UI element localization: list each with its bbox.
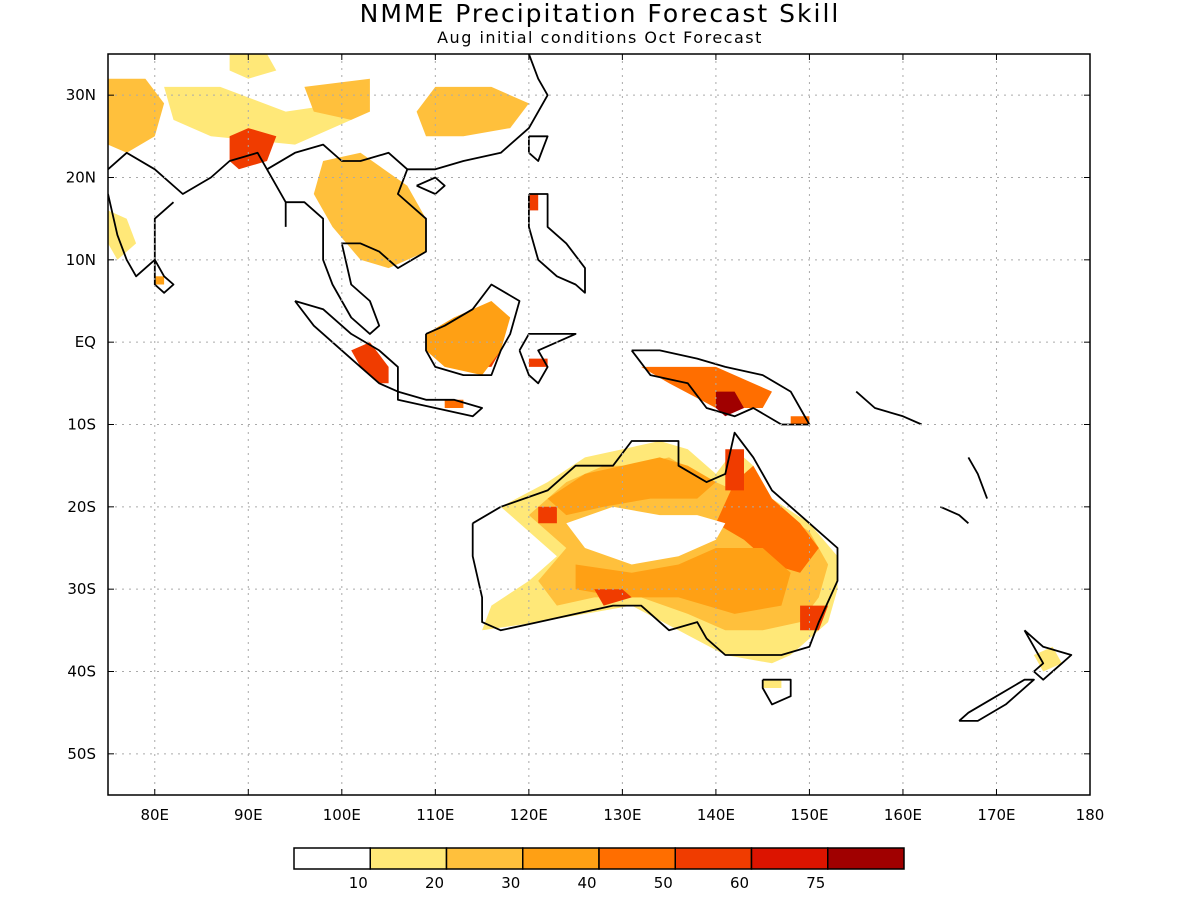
coastline-philippines <box>528 193 586 294</box>
skill-region-china-e <box>416 86 529 137</box>
lat-tick-label: EQ <box>75 333 96 351</box>
skill-region-india-s <box>108 210 137 260</box>
coastline-nz-south <box>958 678 1035 722</box>
colorbar-label: 60 <box>730 874 749 892</box>
coastline-india-west <box>108 193 175 278</box>
colorbar-label: 10 <box>349 874 368 892</box>
axis-ticks-layer: 30N 20N 10N EQ 10S 20S 30S 40S 50S 80E 90E 100E 110E… <box>66 54 1105 824</box>
colorbar-swatch <box>445 847 524 870</box>
skill-region-sulawesi <box>528 358 548 367</box>
colorbar-swatch <box>293 847 371 870</box>
skill-region-tibet-n <box>229 54 277 79</box>
coastline-nz-north <box>1023 629 1073 681</box>
grid-layer <box>108 54 1090 795</box>
skill-region-aus-gap <box>566 506 726 565</box>
coastline-sulawesi <box>518 332 577 385</box>
coastline-solomon <box>855 390 923 426</box>
skill-region-india-nw-outer <box>108 78 165 153</box>
skill-region-png-w <box>641 366 772 408</box>
skill-region-aus-central-band <box>575 548 791 614</box>
lat-tick-label: 40S <box>67 663 96 681</box>
skill-region-aus-se-core <box>800 605 829 631</box>
colorbar-label: 30 <box>501 874 520 892</box>
lon-tick-label: 180 <box>1076 806 1105 824</box>
colorbar-swatch <box>522 847 600 870</box>
skill-region-sri-lanka <box>154 276 165 285</box>
skill-shading-layer <box>108 54 1062 688</box>
colorbar-swatch <box>369 847 448 870</box>
skill-region-png-east <box>790 416 810 425</box>
skill-region-png-core <box>715 391 744 417</box>
coastline-tasmania <box>761 678 792 706</box>
lat-tick-label: 30N <box>66 86 96 104</box>
skill-region-bangladesh <box>229 128 277 170</box>
coastline-layer <box>108 54 1073 722</box>
lon-tick-label: 90E <box>234 806 263 824</box>
skill-region-aus-nw-core <box>538 506 557 524</box>
skill-region-himalaya <box>164 86 352 145</box>
coastline-australia <box>471 431 839 656</box>
lat-tick-label: 10S <box>67 416 96 434</box>
lon-tick-label: 110E <box>416 806 454 824</box>
coastline-vanuatu <box>967 456 988 499</box>
skill-region-philippines <box>528 194 539 211</box>
lon-tick-label: 150E <box>790 806 828 824</box>
map-title: NMME Precipitation Forecast Skill <box>359 0 841 28</box>
skill-region-borneo-outer <box>426 301 511 376</box>
lat-tick-label: 20N <box>66 169 96 187</box>
skill-region-tasmania <box>762 679 782 688</box>
colorbar-label: 20 <box>425 874 444 892</box>
lat-tick-label: 20S <box>67 498 96 516</box>
coastline-taiwan <box>528 135 549 162</box>
lat-tick-label: 50S <box>67 745 96 763</box>
lon-tick-label: 160E <box>884 806 922 824</box>
lon-tick-label: 140E <box>697 806 735 824</box>
skill-region-aus-east <box>715 465 819 573</box>
colorbar-swatch <box>827 847 905 870</box>
coastline-sri-lanka <box>153 259 175 294</box>
coastline-new-caledonia <box>940 505 969 524</box>
colorbar-swatch <box>674 847 753 870</box>
skill-region-aus-ne-core <box>725 449 744 491</box>
lon-tick-label: 80E <box>140 806 169 824</box>
lat-tick-label: 10N <box>66 251 96 269</box>
skill-region-sumatra-s <box>351 342 389 384</box>
skill-region-china-s <box>304 78 370 120</box>
colorbar-label: 50 <box>654 874 673 892</box>
lon-tick-label: 100E <box>323 806 361 824</box>
colorbar-swatch <box>750 847 829 870</box>
colorbar-label: 75 <box>806 874 825 892</box>
lat-tick-label: 30S <box>67 580 96 598</box>
coastline-indochina <box>285 54 549 335</box>
colorbar-label: 40 <box>577 874 596 892</box>
coastline-hainan <box>416 176 446 195</box>
lon-tick-label: 170E <box>977 806 1015 824</box>
map-subtitle: Aug initial conditions Oct Forecast <box>437 28 763 47</box>
coastline-borneo <box>425 283 521 377</box>
lon-tick-label: 130E <box>603 806 641 824</box>
lon-tick-label: 120E <box>510 806 548 824</box>
coastline-java <box>396 390 484 418</box>
colorbar-swatch <box>598 847 676 870</box>
coastline-india-coast <box>108 151 287 227</box>
colorbar: 10 20 30 40 50 60 75 <box>293 847 905 892</box>
skill-region-aus-north <box>547 457 716 516</box>
